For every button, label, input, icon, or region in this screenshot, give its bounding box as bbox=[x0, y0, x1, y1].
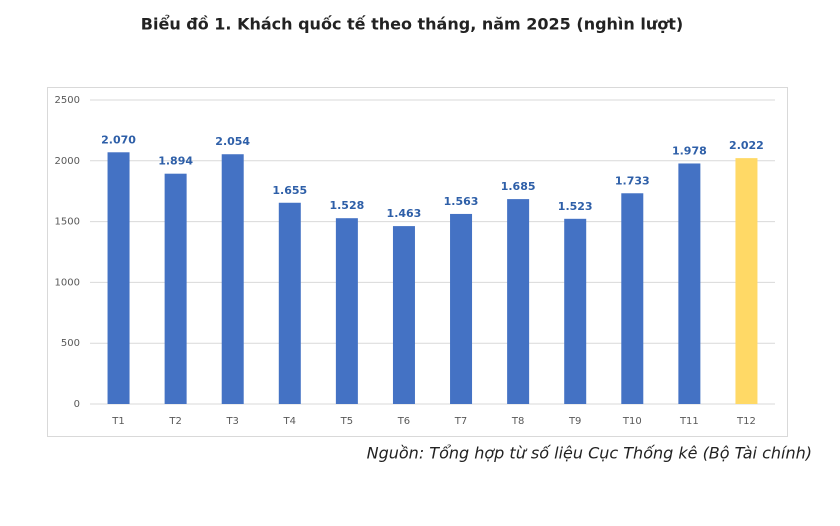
bar bbox=[678, 163, 701, 404]
bar bbox=[621, 193, 644, 404]
value-label: 1.528 bbox=[329, 199, 364, 212]
bar bbox=[221, 154, 244, 404]
value-label: 2.070 bbox=[101, 133, 136, 146]
chart-title: Biểu đồ 1. Khách quốc tế theo tháng, năm… bbox=[141, 15, 683, 34]
y-tick-label: 2500 bbox=[55, 95, 80, 106]
value-label: 1.978 bbox=[672, 144, 707, 157]
y-tick-label: 1500 bbox=[55, 217, 80, 228]
bar bbox=[564, 218, 587, 404]
bar bbox=[507, 199, 530, 404]
bar bbox=[450, 213, 473, 404]
value-label: 1.685 bbox=[501, 180, 536, 193]
bar bbox=[335, 218, 358, 404]
value-label: 1.463 bbox=[387, 207, 422, 220]
y-tick-label: 2000 bbox=[55, 156, 80, 167]
y-tick-label: 0 bbox=[74, 399, 80, 410]
value-label: 1.894 bbox=[158, 155, 193, 168]
y-tick-label: 1000 bbox=[55, 277, 80, 288]
chart-frame bbox=[47, 87, 788, 437]
value-label: 2.054 bbox=[215, 135, 250, 148]
x-tick-label: T2 bbox=[168, 416, 181, 427]
x-tick-label: T5 bbox=[340, 416, 353, 427]
bar bbox=[107, 152, 130, 404]
x-tick-label: T11 bbox=[679, 416, 699, 427]
x-tick-label: T9 bbox=[568, 416, 581, 427]
value-label: 1.655 bbox=[272, 184, 307, 197]
value-label: 2.022 bbox=[729, 139, 764, 152]
x-tick-label: T7 bbox=[454, 416, 467, 427]
bar bbox=[735, 158, 758, 404]
x-tick-label: T8 bbox=[511, 416, 524, 427]
x-tick-label: T10 bbox=[622, 416, 642, 427]
y-tick-label: 500 bbox=[61, 338, 80, 349]
value-label: 1.733 bbox=[615, 174, 650, 187]
value-label: 1.563 bbox=[444, 195, 479, 208]
x-tick-label: T3 bbox=[225, 416, 238, 427]
source-note: Nguồn: Tổng hợp từ số liệu Cục Thống kê … bbox=[367, 444, 812, 463]
value-label: 1.523 bbox=[558, 200, 593, 213]
bar bbox=[164, 173, 187, 404]
x-tick-label: T1 bbox=[111, 416, 124, 427]
bar bbox=[392, 226, 415, 404]
bar bbox=[278, 202, 301, 404]
x-tick-label: T4 bbox=[283, 416, 296, 427]
x-tick-label: T6 bbox=[397, 416, 410, 427]
x-tick-label: T12 bbox=[736, 416, 756, 427]
